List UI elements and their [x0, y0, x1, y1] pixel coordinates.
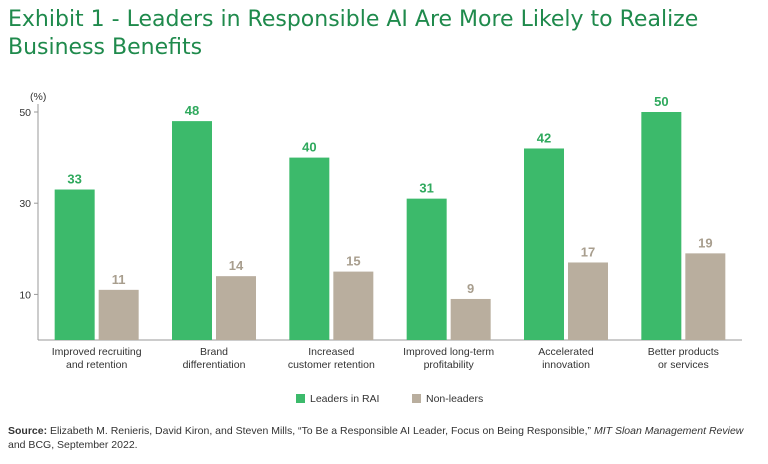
chart-title: Exhibit 1 - Leaders in Responsible AI Ar…	[8, 6, 748, 62]
nonleaders-data-label: 19	[698, 235, 712, 250]
nonleaders-bar	[216, 276, 256, 340]
nonleaders-bar	[450, 298, 491, 340]
leaders-data-label: 42	[537, 130, 551, 145]
nonleaders-data-label: 9	[467, 281, 474, 296]
x-tick-label: Brand differentiation	[183, 346, 246, 371]
source-journal: MIT Sloan Management Review	[593, 425, 744, 437]
legend-nonleaders-label: Non-leaders	[426, 393, 483, 405]
x-tick-label-line: Improved recruiting	[52, 346, 142, 358]
leaders-data-label: 48	[185, 103, 199, 118]
x-tick-label-line: Increased	[308, 346, 354, 358]
legend-nonleaders-swatch	[412, 394, 421, 403]
x-tick-label-line: Improved long-term	[403, 346, 494, 358]
x-tick-label-line: differentiation	[183, 359, 246, 371]
x-tick-label: Accelerated innovation	[538, 346, 594, 371]
y-tick-label: 50	[19, 107, 31, 119]
chart-title-line-1: Exhibit 1 - Leaders in Responsible AI Ar…	[8, 7, 699, 32]
leaders-data-label: 50	[654, 94, 668, 109]
x-tick-label: Improved long-term profitability	[403, 346, 494, 371]
bar-chart: (%) 10 30 50 33 11 Improved recruiting and rete…	[19, 91, 742, 405]
source-note: Source: Elizabeth M. Renieris, David Kir…	[8, 424, 760, 452]
leaders-bar	[289, 157, 330, 340]
nonleaders-data-label: 17	[581, 244, 595, 259]
nonleaders-bar	[568, 262, 608, 340]
chart-title-line-2: Business Benefits	[8, 35, 203, 60]
leaders-bar	[641, 112, 682, 340]
x-tick-label-line: innovation	[542, 359, 590, 371]
nonleaders-bar	[685, 253, 726, 340]
leaders-data-label: 31	[419, 181, 433, 196]
nonleaders-data-label: 11	[112, 272, 126, 287]
nonleaders-bar	[98, 289, 139, 340]
nonleaders-data-label: 14	[229, 258, 244, 273]
x-tick-label-line: Better products	[648, 346, 719, 358]
nonleaders-data-label: 15	[346, 254, 360, 269]
source-text-1: Elizabeth M. Renieris, David Kiron, and …	[47, 425, 594, 437]
x-tick-label: Better products or services	[648, 346, 719, 371]
legend-leaders-swatch	[296, 394, 305, 403]
leaders-bar	[524, 148, 564, 340]
x-tick-label-line: Brand	[200, 346, 228, 358]
leaders-bar	[406, 198, 447, 340]
y-tick-label: 10	[19, 289, 31, 301]
leaders-bar	[54, 189, 95, 340]
x-tick-label-line: or services	[658, 359, 709, 371]
source-text-2: and BCG, September 2022.	[8, 439, 138, 451]
x-tick-label-line: profitability	[424, 359, 475, 371]
leaders-data-label: 40	[302, 140, 316, 155]
nonleaders-bar	[333, 271, 374, 340]
x-tick-label: Increased customer retention	[288, 346, 375, 371]
leaders-data-label: 33	[67, 172, 81, 187]
x-tick-label: Improved recruiting and retention	[52, 346, 142, 371]
source-label: Source:	[8, 425, 48, 437]
x-tick-label-line: and retention	[66, 359, 127, 371]
x-tick-label-line: customer retention	[288, 359, 375, 371]
y-tick-label: 30	[19, 198, 31, 210]
legend-leaders-label: Leaders in RAI	[310, 393, 379, 405]
y-axis-label: (%)	[30, 91, 46, 103]
x-tick-label-line: Accelerated	[538, 346, 594, 358]
leaders-bar	[172, 121, 212, 341]
